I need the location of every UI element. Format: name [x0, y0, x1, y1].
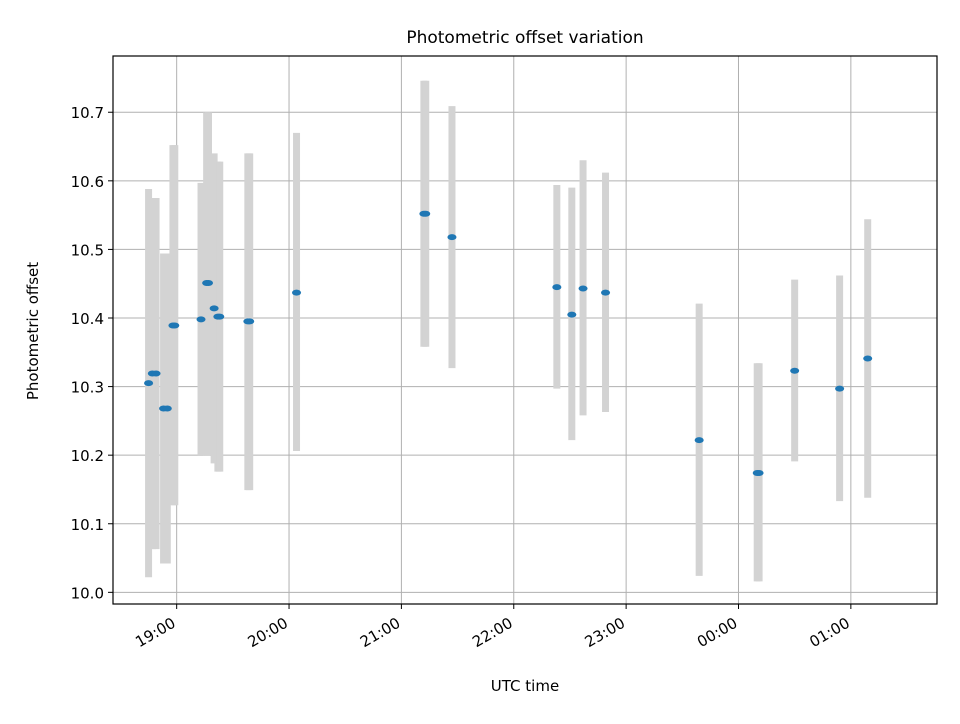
data-point: [170, 322, 180, 329]
data-point: [754, 470, 764, 477]
data-point: [196, 316, 206, 323]
y-tick-label: 10.7: [71, 104, 104, 122]
x-axis-label: UTC time: [491, 677, 559, 695]
data-point: [245, 318, 255, 325]
data-point: [694, 437, 704, 444]
data-point: [601, 289, 611, 296]
data-point: [863, 355, 873, 362]
y-axis-label: Photometric offset: [24, 262, 42, 400]
data-point: [835, 385, 845, 392]
chart-title: Photometric offset variation: [406, 28, 643, 48]
data-point: [209, 305, 219, 312]
y-tick-label: 10.4: [71, 310, 104, 328]
y-tick-label: 10.0: [71, 584, 104, 602]
data-point: [162, 405, 172, 412]
data-point: [144, 380, 154, 387]
data-point: [567, 311, 577, 318]
data-point: [447, 234, 457, 241]
y-tick-label: 10.6: [71, 173, 104, 191]
data-point: [215, 313, 225, 320]
point-layer: [144, 210, 873, 477]
data-point: [790, 367, 800, 374]
data-point: [292, 289, 302, 296]
y-tick-label: 10.2: [71, 447, 104, 465]
plot-frame: [112, 55, 938, 605]
y-tick-label: 10.3: [71, 379, 104, 397]
data-point: [151, 370, 161, 377]
data-point: [421, 210, 431, 217]
data-point: [552, 284, 562, 291]
y-tick-label: 10.5: [71, 241, 104, 259]
y-tick-label: 10.1: [71, 516, 104, 534]
data-point: [578, 285, 588, 292]
data-point: [204, 280, 214, 287]
